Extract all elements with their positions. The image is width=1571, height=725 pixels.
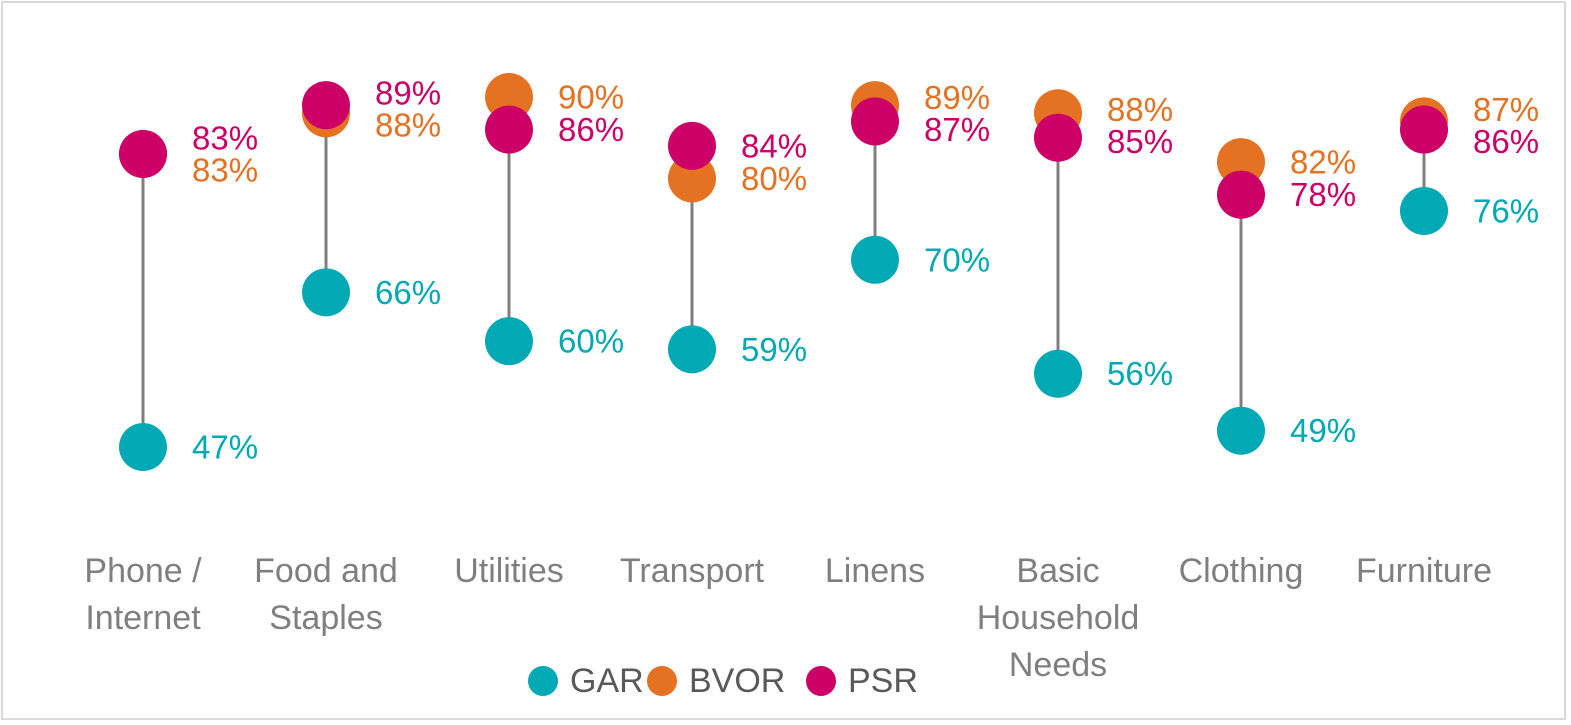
value-label-bvor-0: 83% bbox=[192, 151, 258, 188]
category-label-0-1: Internet bbox=[85, 599, 201, 637]
legend-label-gar: GAR bbox=[570, 662, 644, 700]
value-label-psr-6: 78% bbox=[1290, 176, 1356, 213]
dot-gar-2 bbox=[485, 317, 533, 366]
value-label-gar-6: 49% bbox=[1290, 412, 1356, 449]
legend-marker-bvor bbox=[647, 666, 677, 696]
value-label-bvor-4: 89% bbox=[924, 79, 990, 116]
category-label-5-0: Basic bbox=[1016, 552, 1099, 590]
dot-psr-6 bbox=[1217, 170, 1265, 219]
dot-psr-0 bbox=[119, 129, 167, 178]
value-label-psr-1: 89% bbox=[375, 75, 441, 112]
dot-gar-6 bbox=[1217, 406, 1265, 455]
category-label-3-0: Transport bbox=[620, 552, 765, 590]
dot-psr-1 bbox=[302, 81, 350, 130]
value-label-bvor-3: 80% bbox=[741, 160, 807, 197]
dot-gar-0 bbox=[119, 423, 167, 471]
value-label-gar-3: 59% bbox=[741, 331, 807, 368]
category-label-5-1: Household bbox=[977, 599, 1140, 637]
category-label-1-1: Staples bbox=[269, 599, 382, 637]
dot-psr-7 bbox=[1400, 105, 1448, 154]
category-label-0-0: Phone / bbox=[84, 552, 202, 590]
value-label-bvor-5: 88% bbox=[1107, 91, 1173, 128]
dot-psr-4 bbox=[851, 97, 899, 146]
category-label-1-0: Food and bbox=[254, 552, 398, 590]
dot-psr-3 bbox=[668, 121, 716, 170]
dot-psr-2 bbox=[485, 105, 533, 154]
dot-psr-5 bbox=[1034, 113, 1082, 162]
value-label-bvor-7: 87% bbox=[1473, 91, 1539, 128]
category-label-7-0: Furniture bbox=[1356, 552, 1492, 590]
legend-label-psr: PSR bbox=[848, 662, 918, 700]
value-label-bvor-2: 90% bbox=[558, 79, 624, 116]
dot-gar-5 bbox=[1034, 349, 1082, 398]
value-label-gar-7: 76% bbox=[1473, 192, 1539, 229]
value-label-psr-4: 87% bbox=[924, 111, 990, 148]
value-label-psr-0: 83% bbox=[192, 119, 258, 156]
value-label-gar-4: 70% bbox=[924, 241, 990, 278]
legend-label-bvor: BVOR bbox=[689, 662, 785, 700]
category-label-2-0: Utilities bbox=[454, 552, 564, 590]
dot-gar-7 bbox=[1400, 186, 1448, 235]
dot-gar-1 bbox=[302, 268, 350, 317]
value-label-psr-2: 86% bbox=[558, 111, 624, 148]
value-label-psr-5: 85% bbox=[1107, 123, 1173, 160]
category-label-5-2: Needs bbox=[1009, 646, 1107, 684]
value-label-gar-1: 66% bbox=[375, 274, 441, 311]
legend-marker-gar bbox=[528, 666, 558, 696]
legend-marker-psr bbox=[806, 666, 836, 696]
category-label-4-0: Linens bbox=[825, 552, 925, 590]
category-label-6-0: Clothing bbox=[1179, 552, 1304, 590]
value-label-bvor-1: 88% bbox=[375, 107, 441, 144]
value-label-bvor-6: 82% bbox=[1290, 144, 1356, 181]
value-label-gar-5: 56% bbox=[1107, 355, 1173, 392]
dot-gar-3 bbox=[668, 325, 716, 374]
value-label-psr-3: 84% bbox=[741, 127, 807, 164]
value-label-psr-7: 86% bbox=[1473, 123, 1539, 160]
value-label-gar-2: 60% bbox=[558, 323, 624, 360]
value-label-gar-0: 47% bbox=[192, 429, 258, 466]
dot-gar-4 bbox=[851, 235, 899, 284]
